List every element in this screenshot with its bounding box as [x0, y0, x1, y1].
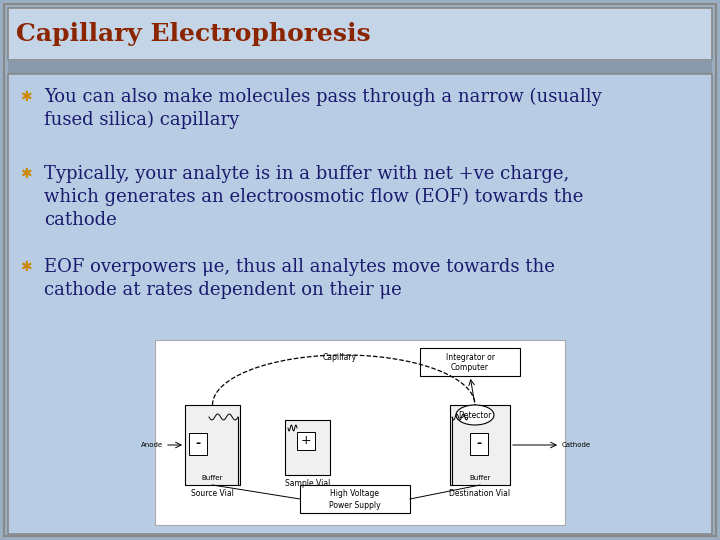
- Text: ✱: ✱: [20, 167, 32, 181]
- Text: ✱: ✱: [20, 90, 32, 104]
- Bar: [470, 433, 488, 455]
- Text: You can also make molecules pass through a narrow (usually
fused silica) capilla: You can also make molecules pass through…: [44, 88, 602, 130]
- Text: Power Supply: Power Supply: [329, 501, 381, 510]
- Text: Typically, your analyte is in a buffer with net +ve charge,
which generates an e: Typically, your analyte is in a buffer w…: [44, 165, 583, 229]
- Text: Computer: Computer: [451, 363, 489, 373]
- Bar: [185, 405, 240, 485]
- Text: Capillary: Capillary: [323, 354, 357, 362]
- Ellipse shape: [456, 405, 494, 425]
- Bar: [297, 432, 315, 450]
- Text: Integrator or: Integrator or: [446, 353, 495, 361]
- Bar: [8, 60, 712, 74]
- Text: Cathode: Cathode: [562, 442, 591, 448]
- Bar: [420, 348, 520, 376]
- Text: Buffer: Buffer: [202, 475, 223, 481]
- Text: EOF overpowers μe, thus all analytes move towards the
cathode at rates dependent: EOF overpowers μe, thus all analytes mov…: [44, 258, 555, 299]
- Text: Anode: Anode: [141, 442, 163, 448]
- Bar: [8, 8, 712, 60]
- Bar: [300, 485, 410, 513]
- Bar: [285, 420, 330, 475]
- Text: Buffer: Buffer: [469, 475, 491, 481]
- Text: Sample Vial: Sample Vial: [285, 479, 330, 488]
- Bar: [450, 405, 510, 485]
- Bar: [189, 433, 207, 455]
- Text: Capillary Electrophoresis: Capillary Electrophoresis: [16, 22, 371, 46]
- Text: -: -: [477, 437, 482, 450]
- Text: Detector: Detector: [459, 410, 492, 420]
- Bar: [8, 74, 712, 534]
- Text: +: +: [301, 435, 311, 448]
- Text: Source Vial: Source Vial: [191, 489, 234, 498]
- Text: Destination Vial: Destination Vial: [449, 489, 510, 498]
- Text: High Voltage: High Voltage: [330, 489, 379, 498]
- Text: ✱: ✱: [20, 260, 32, 274]
- Text: -: -: [195, 437, 201, 450]
- Bar: [155, 340, 565, 525]
